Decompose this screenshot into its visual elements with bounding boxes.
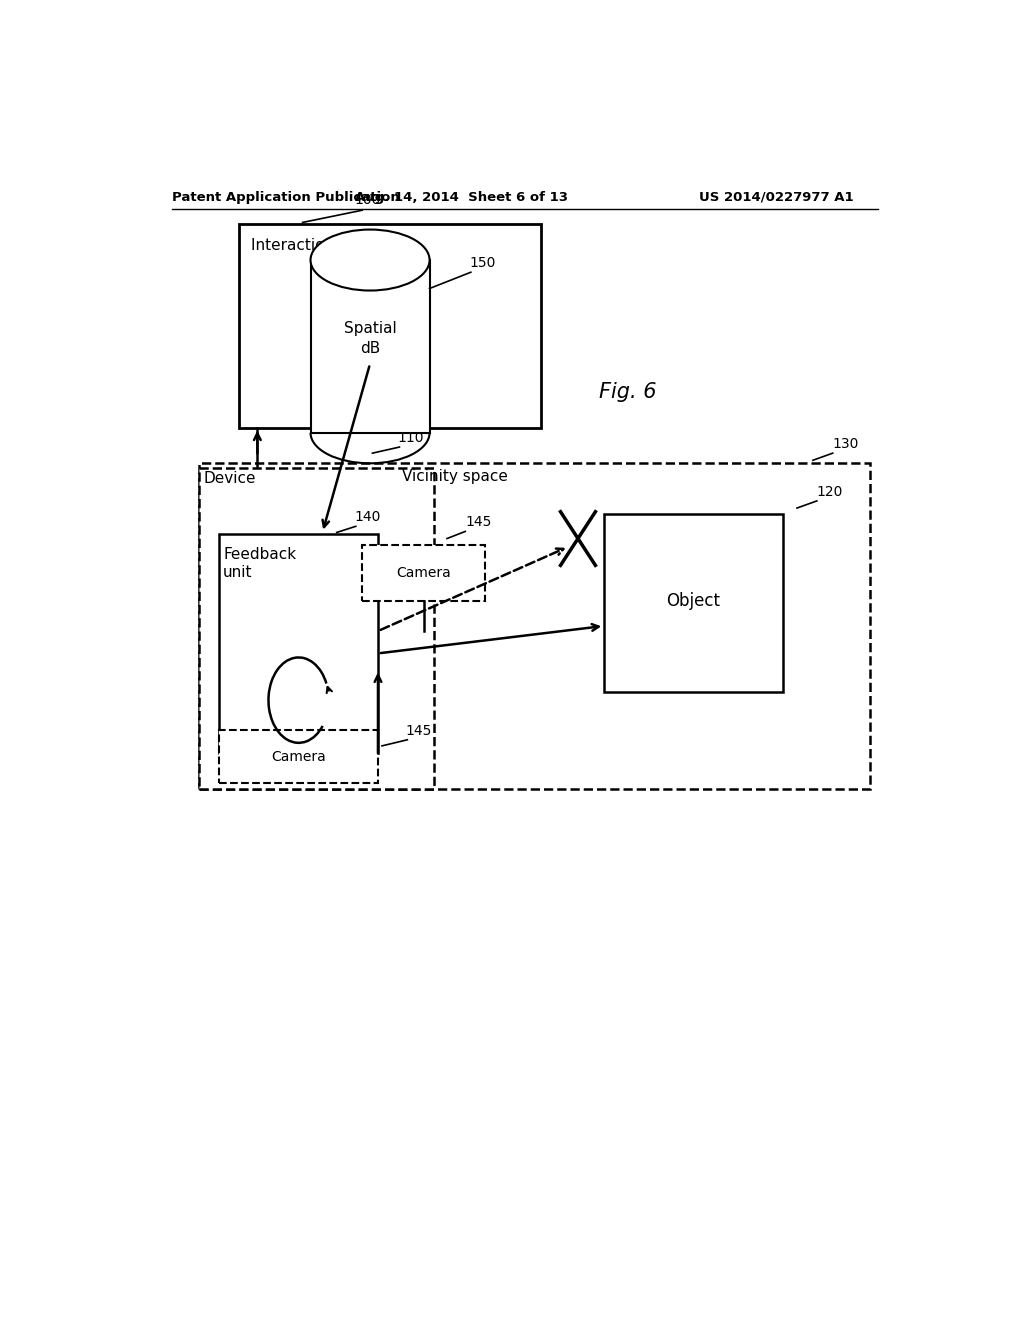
Text: Feedback
unit: Feedback unit — [223, 546, 296, 581]
Text: 110: 110 — [397, 432, 424, 445]
Text: Interaction node: Interaction node — [251, 238, 377, 252]
Bar — [604, 515, 782, 692]
Text: 100: 100 — [354, 193, 381, 207]
Text: Aug. 14, 2014  Sheet 6 of 13: Aug. 14, 2014 Sheet 6 of 13 — [354, 190, 568, 203]
Text: Object: Object — [666, 591, 720, 610]
Bar — [219, 535, 378, 752]
Bar — [240, 224, 541, 428]
Text: Device: Device — [204, 471, 256, 487]
Ellipse shape — [310, 230, 430, 290]
Bar — [200, 463, 870, 788]
Text: Fig. 6: Fig. 6 — [599, 383, 656, 403]
Text: 145: 145 — [465, 515, 492, 529]
Text: 140: 140 — [354, 511, 381, 524]
Text: 150: 150 — [469, 256, 496, 271]
Bar — [362, 545, 485, 601]
Bar — [310, 260, 430, 433]
Text: Patent Application Publication: Patent Application Publication — [172, 190, 399, 203]
Bar — [219, 730, 378, 784]
Text: Spatial
dB: Spatial dB — [344, 321, 396, 355]
Text: 130: 130 — [833, 437, 859, 451]
Text: Camera: Camera — [396, 565, 451, 579]
Text: Vicinity space: Vicinity space — [401, 470, 508, 484]
Text: 120: 120 — [817, 484, 843, 499]
Text: US 2014/0227977 A1: US 2014/0227977 A1 — [699, 190, 854, 203]
Text: 145: 145 — [406, 723, 432, 738]
Text: Camera: Camera — [271, 750, 326, 763]
Bar — [200, 469, 433, 788]
